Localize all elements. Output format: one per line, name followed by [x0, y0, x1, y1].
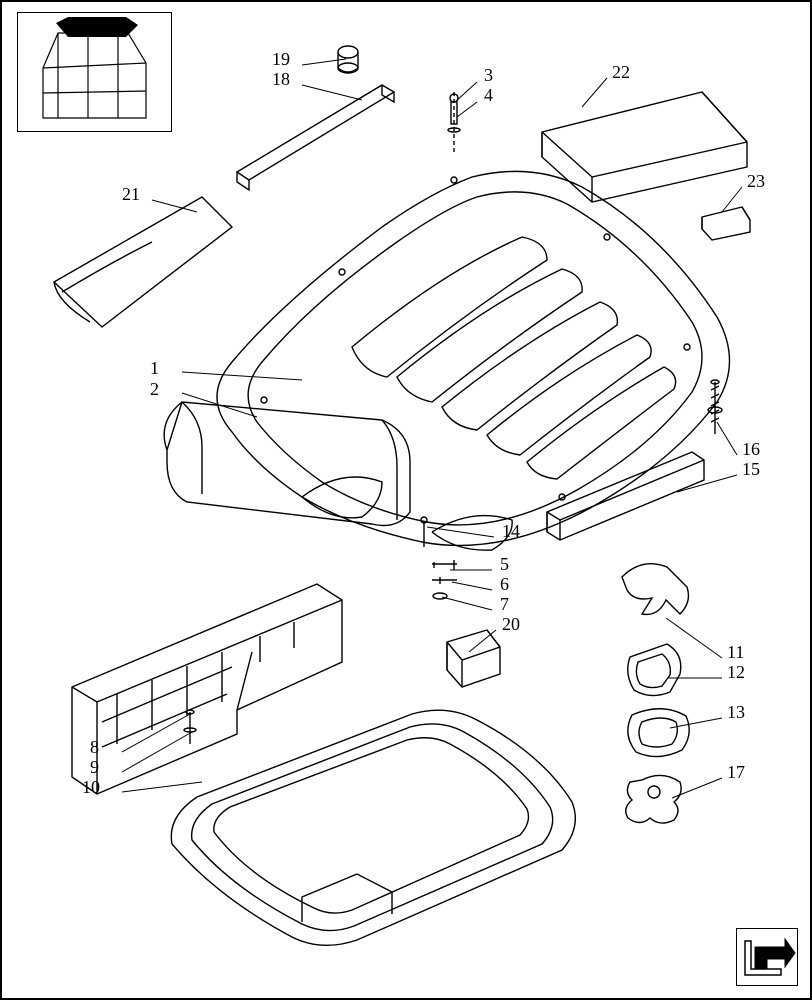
callout-18: 18	[272, 69, 290, 90]
callout-19: 19	[272, 49, 290, 70]
callout-3: 3	[484, 65, 493, 86]
main-drawing	[2, 2, 812, 1000]
part-foam-block	[447, 630, 500, 687]
part-front-trim	[164, 402, 410, 526]
part-spacer-a	[628, 644, 681, 696]
callout-15: 15	[742, 459, 760, 480]
callout-10: 10	[82, 777, 100, 798]
callout-17: 17	[727, 762, 745, 783]
part-stud	[708, 380, 722, 434]
callout-23: 23	[747, 171, 765, 192]
part-roof-main	[217, 171, 730, 550]
callout-11: 11	[727, 642, 744, 663]
callout-21: 21	[122, 184, 140, 205]
part-seal-b	[626, 775, 681, 823]
part-spacer-b	[628, 709, 689, 757]
part-hardware-center	[421, 517, 457, 599]
part-end-cap	[702, 207, 750, 240]
callout-14: 14	[502, 521, 520, 542]
callout-16: 16	[742, 439, 760, 460]
reference-thumbnail	[17, 12, 172, 132]
callout-9: 9	[90, 757, 99, 778]
part-strip	[237, 85, 394, 190]
callout-5: 5	[500, 554, 509, 575]
callout-2: 2	[150, 379, 159, 400]
part-screw-side	[184, 710, 196, 744]
callout-8: 8	[90, 737, 99, 758]
part-side-rail	[547, 452, 704, 540]
callout-7: 7	[500, 594, 509, 615]
part-bottom-frame	[171, 710, 575, 945]
callout-12: 12	[727, 662, 745, 683]
callout-20: 20	[502, 614, 520, 635]
part-plug	[338, 46, 358, 73]
callout-13: 13	[727, 702, 745, 723]
callout-1: 1	[150, 358, 159, 379]
callout-22: 22	[612, 62, 630, 83]
part-corner-panel-rh	[542, 92, 747, 202]
nav-arrow-box[interactable]	[736, 928, 798, 986]
diagram-page: 1 2 3 4 5 6 7 8 9 10 11 12 13 14 15 16 1…	[0, 0, 812, 1000]
part-corner-panel-lh	[54, 197, 232, 327]
callout-4: 4	[484, 85, 493, 106]
leader-lines	[122, 59, 742, 798]
callout-6: 6	[500, 574, 509, 595]
part-side-trim	[72, 584, 342, 794]
part-seal-a	[622, 564, 688, 615]
part-screw-top	[448, 92, 460, 152]
